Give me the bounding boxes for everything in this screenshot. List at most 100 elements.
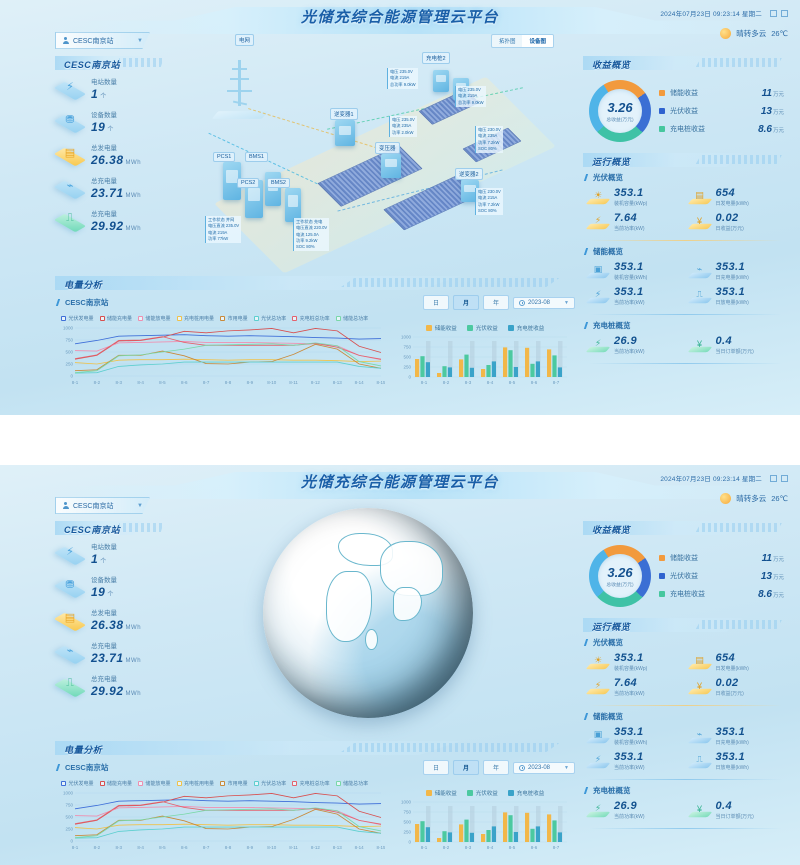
tab-day[interactable]: 日 [422, 760, 449, 775]
bar [552, 355, 557, 377]
date-picker[interactable]: 2023-08 ▼ [513, 761, 575, 774]
legend-item[interactable]: 光伏收益 [466, 789, 498, 797]
svg-text:8-7: 8-7 [203, 380, 210, 385]
continent-shape [380, 541, 444, 596]
legend-item[interactable]: 充电桩收益 [507, 324, 544, 332]
line-chart-svg: 0 250 500 750 1000 8-1 8-2 8-3 8-4 8-5 8-6 8-7 8-8 8-… [63, 326, 385, 385]
legend-item[interactable]: 光伏总功率 [253, 315, 286, 322]
legend-item[interactable]: 充电桩总功率 [292, 315, 330, 322]
header-right: 2024年07月23日 09:23:14 星期二 晴转多云 26℃ [660, 473, 788, 504]
charger-metric-grid: ⚡ 26.9 当前功率(kW) ¥ 0.4 当日订单额(万元) [583, 796, 788, 826]
grid-icon[interactable] [781, 9, 788, 17]
svg-text:8-2: 8-2 [443, 380, 450, 385]
legend-swatch [466, 790, 473, 796]
svg-text:500: 500 [65, 350, 73, 355]
fullscreen-icon[interactable] [770, 474, 777, 482]
bar [503, 812, 508, 842]
left-panel-title: CESC南京站 [55, 520, 167, 536]
legend-item[interactable]: 充电桩用电量 [176, 780, 214, 787]
legend-item[interactable]: 光伏总功率 [253, 780, 286, 787]
grid-icon[interactable] [781, 474, 788, 482]
line-series [74, 793, 382, 825]
charge-cube-icon: ⌁ [687, 727, 712, 746]
tab-month[interactable]: 月 [452, 295, 479, 310]
station-selector[interactable]: CESC南京站 ▼ [55, 497, 150, 514]
device-node-inverter1[interactable] [335, 120, 355, 146]
metric-charger-daily-order: ¥ 0.4 当日订单额(万元) [687, 335, 787, 355]
legend-item[interactable]: 储能放电量 [138, 315, 171, 322]
revenue-overview-panel: 收益概览 3.26 总收益(万元) 储能收益 11万元 [583, 55, 788, 146]
page-title: 光储充综合能源管理云平台 [300, 474, 499, 491]
toggle-option-topology[interactable]: 拓扑图 [498, 39, 516, 45]
storage-metric-grid: ▣ 353.1 装机容量(kWh) ⌁ 353.1 日充电量(kWh) ⚡ 353.… [583, 257, 788, 312]
legend-item[interactable]: 储能总功率 [335, 780, 368, 787]
legend-item[interactable]: 储能收益 [425, 324, 457, 332]
charger-cube-icon: ⚡ [585, 801, 611, 820]
legend-item[interactable]: 光伏发电量 [61, 315, 94, 322]
node-label-bms1: BMS1 [245, 152, 268, 162]
earth-globe[interactable] [262, 507, 473, 718]
device-node-pcs1[interactable] [223, 162, 241, 200]
stage-view-toggle[interactable]: 拓扑图 设备图 [490, 34, 554, 48]
metric-pv-daily-generation: ▤ 654 日发电量(kWh) [687, 187, 787, 207]
legend-label: 市用电量 [227, 316, 248, 322]
device-node-transformer[interactable] [381, 154, 401, 178]
svg-text:8-4: 8-4 [487, 380, 494, 385]
legend-item-storage-revenue: 储能收益 11万元 [659, 88, 784, 99]
device-icon: ⛃ [53, 573, 87, 599]
metric-charger-daily-order: ¥ 0.4 当日订单额(万元) [687, 800, 787, 820]
legend-swatch [507, 790, 514, 796]
legend-item[interactable]: 充电桩收益 [507, 789, 544, 797]
fullscreen-icon[interactable] [770, 9, 777, 17]
legend-item[interactable]: 储能收益 [425, 789, 457, 797]
legend-item[interactable]: 储能放电量 [138, 780, 171, 787]
legend-item[interactable]: 市用电量 [220, 315, 248, 322]
date-picker-value: 2023-08 [528, 764, 551, 771]
legend-item[interactable]: 储能总功率 [335, 315, 368, 322]
tab-month[interactable]: 月 [452, 760, 479, 775]
device-node-inverter2[interactable] [461, 180, 479, 202]
bar-chart-legend: 储能收益 光伏收益 充电桩收益 [395, 789, 575, 797]
subtitle-charger-overview: 充电桩概览 [583, 320, 788, 331]
stat-item-total-charge: ⌁ 总充电量 23.71 MWh [53, 174, 167, 200]
bar [530, 363, 535, 377]
line-series [74, 328, 382, 360]
legend-swatch [425, 325, 432, 331]
page-title: 光储充综合能源管理云平台 [300, 9, 499, 26]
panel-cube-icon: ▤ [687, 188, 712, 207]
chevron-down-icon: ▼ [137, 502, 143, 509]
tab-year[interactable]: 年 [482, 295, 509, 310]
legend-item[interactable]: 市用电量 [220, 780, 248, 787]
legend-swatch [176, 781, 182, 786]
tab-day[interactable]: 日 [422, 295, 449, 310]
metric-storage-daily-discharge: ⎍ 353.1 日放电量(kWh) [687, 751, 787, 771]
tab-year[interactable]: 年 [482, 760, 509, 775]
legend-item[interactable]: 储能充电量 [99, 315, 132, 322]
legend-item[interactable]: 充电桩总功率 [292, 780, 330, 787]
date-picker[interactable]: 2023-08 ▼ [513, 296, 575, 309]
station-selector[interactable]: CESC南京站 ▼ [55, 32, 150, 49]
legend-item[interactable]: 光伏发电量 [61, 780, 94, 787]
svg-text:8-1: 8-1 [421, 380, 428, 385]
legend-label: 光伏收益 [475, 326, 498, 332]
legend-item-pv-revenue: 光伏收益 13万元 [659, 106, 784, 117]
generation-icon: ▤ [53, 141, 87, 167]
device-icon: ⛃ [53, 108, 87, 134]
toggle-option-device[interactable]: 设备图 [522, 35, 553, 47]
discharge-icon: ⎍ [53, 672, 87, 698]
device-node-pcs2[interactable] [245, 180, 263, 218]
bolt-cube-icon: ⚡ [585, 678, 611, 697]
device-node-charger1[interactable] [433, 70, 449, 92]
svg-text:250: 250 [403, 830, 411, 835]
legend-item[interactable]: 储能充电量 [99, 780, 132, 787]
legend-swatch [176, 316, 182, 321]
stat-value: 29.92 MWh [91, 218, 142, 233]
bar [508, 350, 513, 377]
legend-item[interactable]: 光伏收益 [466, 324, 498, 332]
line-chart-legend: 光伏发电量 储能充电量 储能放电量 充电桩用电量 市用电量 光伏总功率 充电桩总功率 储能总功… [55, 777, 575, 789]
bar [437, 838, 442, 842]
legend-item[interactable]: 充电桩用电量 [176, 315, 214, 322]
legend-swatch [220, 316, 226, 321]
device-node-bms2[interactable] [285, 188, 301, 222]
metric-pv-capacity: ☀ 353.1 装机容量(kWp) [585, 652, 685, 672]
